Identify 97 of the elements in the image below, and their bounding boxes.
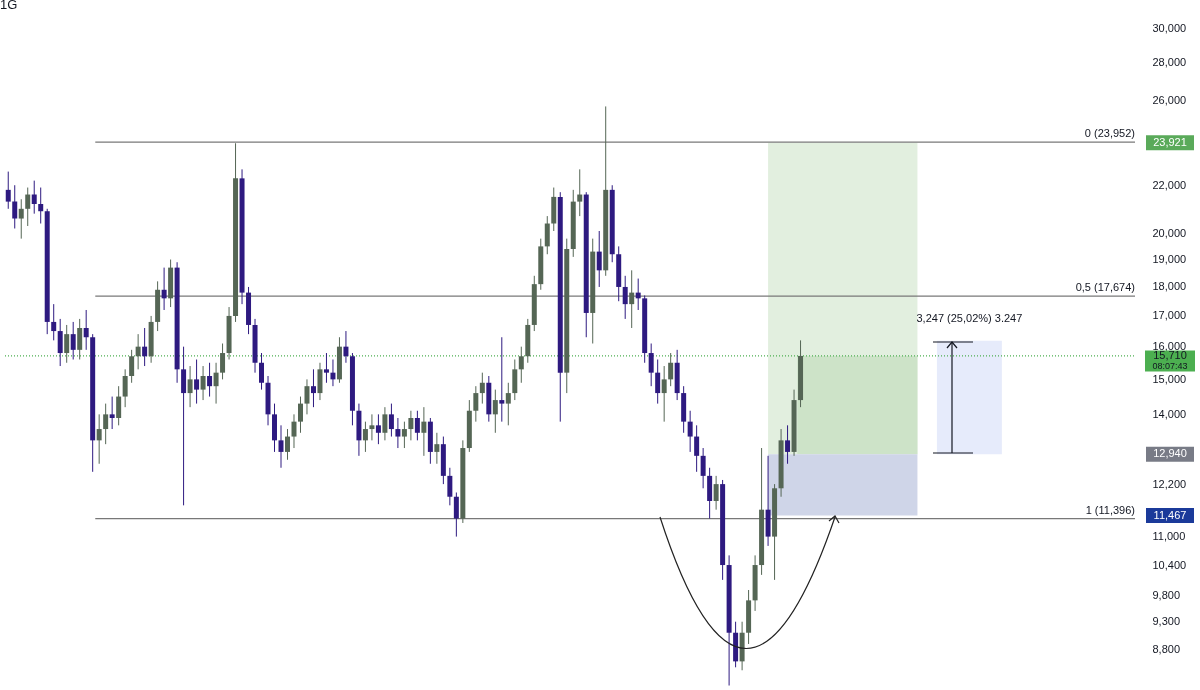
- candlestick: [122, 368, 128, 408]
- candlestick: [83, 309, 89, 351]
- text: 08:07:43: [1152, 360, 1188, 371]
- y-tick-label: 18,000: [1152, 280, 1187, 293]
- candlestick: [499, 336, 505, 423]
- candlestick: [200, 365, 206, 401]
- candlestick: [694, 424, 700, 473]
- candlestick: [64, 324, 70, 364]
- candlestick: [142, 327, 148, 367]
- candlestick: [96, 413, 102, 465]
- candlestick: [492, 389, 498, 434]
- y-tick-label: 26,000: [1152, 94, 1187, 107]
- candlestick: [577, 168, 583, 217]
- candlestick: [713, 475, 719, 511]
- candlestick: [109, 396, 115, 430]
- candlestick: [479, 372, 485, 405]
- candlestick: [77, 318, 83, 360]
- candlestick: [213, 362, 219, 405]
- candlestick: [785, 424, 791, 465]
- candlestick: [518, 346, 524, 384]
- candlestick: [135, 333, 141, 370]
- candlestick: [414, 410, 420, 441]
- candlestick: [473, 385, 479, 423]
- candlestick: [207, 362, 213, 398]
- candlestick: [544, 215, 550, 255]
- candlestick: [38, 187, 44, 224]
- candlestick: [447, 467, 453, 506]
- candlestick: [116, 385, 122, 426]
- candlestick: [362, 421, 368, 453]
- candlestick: [622, 275, 628, 320]
- y-tick-label: 30,000: [1152, 21, 1187, 34]
- candlestick: [388, 403, 394, 438]
- candlestick: [297, 396, 303, 434]
- candlestick: [181, 346, 187, 506]
- ref-line-label: 1 (11,396): [1085, 503, 1135, 516]
- candlestick: [629, 269, 635, 329]
- candlestick: [687, 410, 693, 453]
- candlestick: [70, 321, 76, 360]
- candlestick: [505, 382, 511, 426]
- band-label: 3,247 (25,02%) 3.247: [916, 311, 1023, 324]
- candlestick: [161, 267, 167, 311]
- candlestick: [401, 421, 407, 449]
- candlestick: [382, 406, 388, 441]
- candlestick: [187, 365, 193, 408]
- candlestick: [18, 198, 24, 240]
- candlestick: [57, 318, 63, 367]
- text: 11,467: [1153, 508, 1187, 521]
- candlestick: [317, 362, 323, 401]
- y-tick-label: 20,000: [1152, 227, 1187, 240]
- y-tick-label: 9,300: [1152, 615, 1181, 628]
- candlestick: [194, 359, 200, 405]
- text: 12,940: [1153, 447, 1187, 460]
- candlestick: [453, 492, 459, 538]
- candlestick: [648, 343, 654, 387]
- y-tick-label: 9,800: [1152, 588, 1181, 601]
- candlestick: [25, 187, 31, 227]
- y-tick-label: 11,000: [1152, 530, 1186, 543]
- candlestick: [512, 359, 518, 401]
- y-tick-label: 15,000: [1152, 372, 1187, 385]
- ref-line-label: 0 (23,952): [1084, 127, 1135, 140]
- candlestick: [655, 359, 661, 405]
- candlestick: [661, 365, 667, 423]
- candlestick: [304, 378, 310, 415]
- candlestick: [259, 352, 265, 391]
- candlestick: [285, 428, 290, 461]
- candlestick: [343, 330, 349, 364]
- candlestick: [434, 432, 440, 465]
- text: 23,921: [1153, 135, 1187, 148]
- y-tick-label: 19,000: [1152, 253, 1187, 266]
- candlestick: [5, 171, 11, 210]
- candlestick: [395, 417, 401, 449]
- candlestick: [375, 413, 381, 445]
- candlestick: [323, 352, 329, 384]
- y-tick-label: 8,800: [1152, 643, 1181, 656]
- candlestick: [700, 447, 706, 489]
- candlestick: [408, 410, 414, 441]
- candlestick: [310, 368, 316, 408]
- y-tick-label: 14,000: [1152, 407, 1187, 420]
- candlestick: [31, 180, 37, 215]
- y-tick-label: 10,400: [1152, 558, 1187, 571]
- candlestick: [668, 352, 674, 387]
- candlestick: [12, 184, 18, 229]
- y-tick-label: 12,200: [1152, 477, 1187, 490]
- candlestick: [278, 424, 284, 469]
- candlestick: [103, 403, 109, 445]
- chart-title: 1G: [0, 0, 18, 12]
- candlestick: [421, 406, 427, 457]
- candlestick: [220, 343, 226, 380]
- candlestick: [291, 413, 297, 449]
- y-tick-label: 22,000: [1152, 178, 1187, 191]
- y-tick-label: 28,000: [1152, 56, 1187, 69]
- candlestick: [596, 230, 602, 288]
- candlestick: [369, 413, 375, 441]
- candlestick: [51, 303, 57, 341]
- candlestick: [129, 349, 135, 384]
- y-tick-label: 17,000: [1152, 309, 1187, 322]
- ref-line-label: 0,5 (17,674): [1075, 281, 1135, 294]
